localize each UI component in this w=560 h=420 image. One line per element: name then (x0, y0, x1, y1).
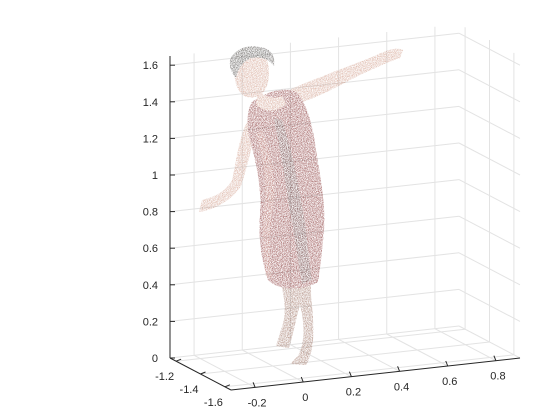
x-tick-label: 0 (302, 392, 308, 404)
y-tick (175, 358, 182, 362)
hair (229, 46, 275, 78)
z-tick-label: 0.4 (143, 280, 158, 292)
x-tick-label: 0.8 (490, 371, 505, 383)
x-axis-line (230, 357, 521, 391)
x-tick (252, 382, 256, 388)
y-tick (200, 371, 206, 375)
z-gridline (169, 325, 460, 359)
z-tick-label: 1.4 (143, 97, 158, 109)
y-gridline (200, 341, 490, 375)
legs (276, 276, 314, 365)
x-tick (445, 360, 449, 367)
x-tick-label: -0.2 (248, 397, 267, 409)
neck (256, 88, 286, 111)
z-tick-label: 1 (152, 170, 158, 182)
dress-fold (274, 118, 312, 284)
x-tick (300, 376, 304, 383)
y-gridline (224, 354, 514, 388)
right-arm (285, 48, 403, 104)
z-tick-label: 0.6 (143, 243, 158, 255)
x-tick (348, 371, 352, 377)
z-tick-label: 1.6 (143, 60, 158, 72)
z-gridline (169, 105, 460, 139)
z-gridline (169, 288, 460, 322)
axes: 0 0.2 0.4 0.6 0.8 1 1.2 1.4 1.6 -0.2 0 0.2 0.4 0.6 0.8… (143, 56, 521, 409)
point-cloud-person (199, 46, 403, 365)
x-tick-label: 0.2 (346, 387, 361, 399)
y-tick (224, 384, 231, 388)
y-tick-label: -1.4 (180, 384, 199, 396)
z-tick-label: 0.2 (143, 316, 158, 328)
z-tick-label: 0 (152, 353, 158, 365)
x-tick (397, 366, 401, 372)
z-tick-label: 1.2 (143, 133, 158, 145)
z-gridline (169, 32, 460, 66)
left-arm (199, 122, 256, 212)
z-tick-label: 0.8 (143, 207, 158, 219)
dress (247, 89, 325, 289)
x-tick-label: 0.4 (394, 381, 409, 393)
y-tick-label: -1.6 (204, 397, 223, 409)
y-tick-label: -1.2 (155, 371, 174, 383)
head (234, 53, 269, 98)
dress-fold (256, 130, 275, 278)
x-tick-label: 0.6 (442, 376, 457, 388)
y-gridline (176, 328, 466, 362)
x-tick (493, 355, 497, 361)
